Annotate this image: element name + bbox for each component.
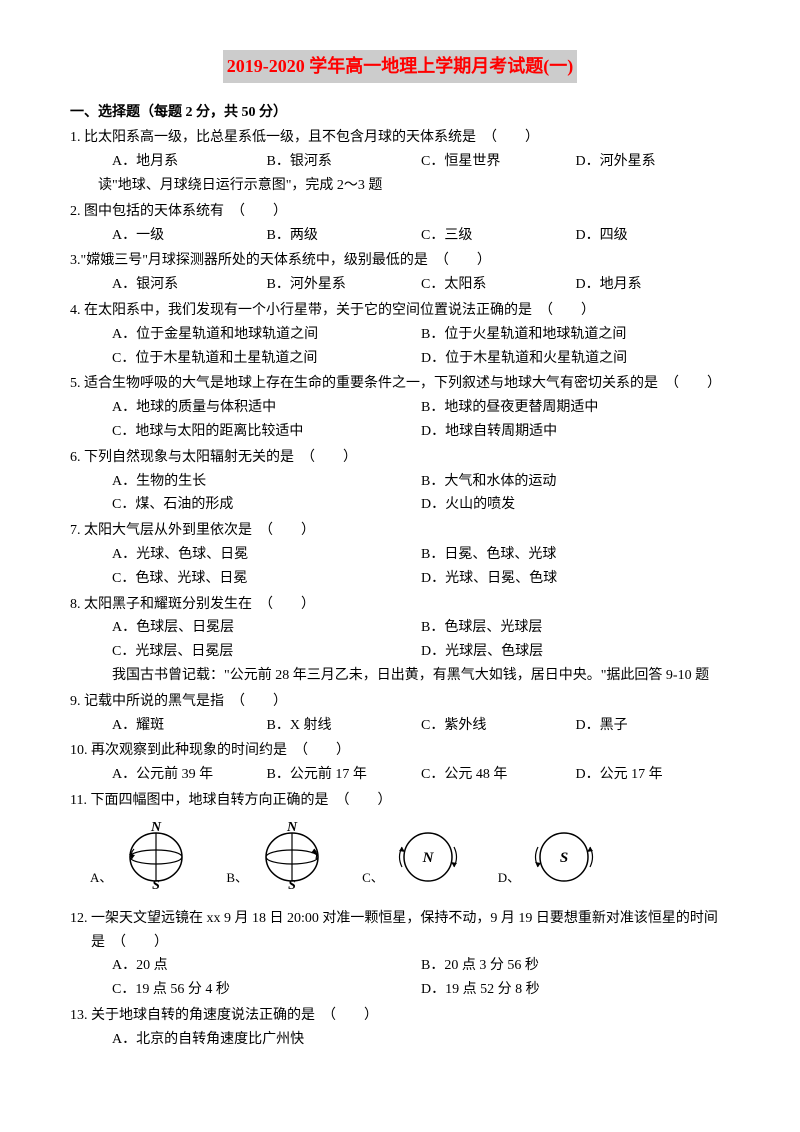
q2-opt-d: D．四级 bbox=[576, 224, 731, 248]
q10-opt-a: A．公元前 39 年 bbox=[112, 763, 267, 787]
q3-opt-c: C．太阳系 bbox=[421, 273, 576, 297]
q7-text: 7. 太阳大气层从外到里依次是 （ ） bbox=[70, 519, 730, 543]
q13-text: 13. 关于地球自转的角速度说法正确的是 （ ） bbox=[70, 1004, 730, 1028]
q1-text: 1. 比太阳系高一级，比总星系低一级，且不包含月球的天体系统是 （ ） bbox=[70, 126, 730, 150]
q2-text: 2. 图中包括的天体系统有 （ ） bbox=[70, 200, 730, 224]
q4-text: 4. 在太阳系中，我们发现有一个小行星带，关于它的空间位置说法正确的是 （ ） bbox=[70, 299, 730, 323]
q6-opt-d: D．火山的喷发 bbox=[421, 493, 730, 517]
svg-text:S: S bbox=[560, 850, 568, 866]
q6-text: 6. 下列自然现象与太阳辐射无关的是 （ ） bbox=[70, 446, 730, 470]
q3-opt-d: D．地月系 bbox=[576, 273, 731, 297]
q4-opt-c: C．位于木星轨道和土星轨道之间 bbox=[112, 347, 421, 371]
q12-opt-a: A．20 点 bbox=[112, 954, 421, 978]
q12-opt-c: C．19 点 56 分 4 秒 bbox=[112, 978, 421, 1002]
q4-opt-b: B．位于火星轨道和地球轨道之间 bbox=[421, 323, 730, 347]
context-2: 我国古书曾记载："公元前 28 年三月乙未，日出黄，有黑气大如钱，居日中央。"据… bbox=[70, 664, 730, 688]
q11-diagrams: A、 N S B、 N S C、 N bbox=[70, 819, 730, 889]
q8-opt-d: D．光球层、色球层 bbox=[421, 640, 730, 664]
q6-opt-a: A．生物的生长 bbox=[112, 470, 421, 494]
q10-opt-c: C．公元 48 年 bbox=[421, 763, 576, 787]
q10-opt-d: D．公元 17 年 bbox=[576, 763, 731, 787]
q1-opt-d: D．河外星系 bbox=[576, 150, 731, 174]
diagram-d-label: D、 bbox=[498, 867, 520, 889]
q4-opt-a: A．位于金星轨道和地球轨道之间 bbox=[112, 323, 421, 347]
q1-opt-c: C．恒星世界 bbox=[421, 150, 576, 174]
q1-opt-a: A．地月系 bbox=[112, 150, 267, 174]
q8-opt-c: C．光球层、日冕层 bbox=[112, 640, 421, 664]
q7-opt-c: C．色球、光球、日冕 bbox=[112, 567, 421, 591]
q6-opt-c: C．煤、石油的形成 bbox=[112, 493, 421, 517]
globe-diagram-b: N S bbox=[252, 819, 332, 889]
q8-text: 8. 太阳黑子和耀斑分别发生在 （ ） bbox=[70, 593, 730, 617]
q5-opt-b: B．地球的昼夜更替周期适中 bbox=[421, 396, 730, 420]
q12-opt-b: B．20 点 3 分 56 秒 bbox=[421, 954, 730, 978]
q3-opt-a: A．银河系 bbox=[112, 273, 267, 297]
q4-opt-d: D．位于木星轨道和火星轨道之间 bbox=[421, 347, 730, 371]
q3-opt-b: B．河外星系 bbox=[267, 273, 422, 297]
q9-opt-b: B．X 射线 bbox=[267, 714, 422, 738]
q7-opt-a: A．光球、色球、日冕 bbox=[112, 543, 421, 567]
q7-opt-d: D．光球、日冕、色球 bbox=[421, 567, 730, 591]
q9-opt-c: C．紫外线 bbox=[421, 714, 576, 738]
q9-text: 9. 记载中所说的黑气是指 （ ） bbox=[70, 690, 730, 714]
q2-opt-b: B．两级 bbox=[267, 224, 422, 248]
globe-diagram-d: S bbox=[524, 819, 604, 889]
diagram-b-label: B、 bbox=[226, 867, 248, 889]
q8-opt-a: A．色球层、日冕层 bbox=[112, 616, 421, 640]
svg-text:N: N bbox=[421, 850, 434, 866]
q10-text: 10. 再次观察到此种现象的时间约是 （ ） bbox=[70, 739, 730, 763]
globe-diagram-c: N bbox=[388, 819, 468, 889]
q5-opt-d: D．地球自转周期适中 bbox=[421, 420, 730, 444]
q9-opt-d: D．黑子 bbox=[576, 714, 731, 738]
q11-text: 11. 下面四幅图中，地球自转方向正确的是 （ ） bbox=[70, 789, 730, 813]
context-1: 读"地球、月球绕日运行示意图"，完成 2～3 题 bbox=[70, 174, 730, 198]
q13-opt-a: A．北京的自转角速度比广州快 bbox=[112, 1028, 730, 1052]
q5-text: 5. 适合生物呼吸的大气是地球上存在生命的重要条件之一，下列叙述与地球大气有密切… bbox=[70, 372, 730, 396]
q8-opt-b: B．色球层、光球层 bbox=[421, 616, 730, 640]
page-title: 2019-2020 学年高一地理上学期月考试题(一) bbox=[223, 50, 577, 83]
q12-opt-d: D．19 点 52 分 8 秒 bbox=[421, 978, 730, 1002]
section-header: 一、选择题（每题 2 分，共 50 分） bbox=[70, 101, 730, 125]
q2-opt-a: A．一级 bbox=[112, 224, 267, 248]
q12-text: 12. 一架天文望远镜在 xx 9 月 18 日 20:00 对准一颗恒星，保持… bbox=[70, 907, 730, 955]
q5-opt-c: C．地球与太阳的距离比较适中 bbox=[112, 420, 421, 444]
svg-text:S: S bbox=[288, 878, 296, 889]
q2-opt-c: C．三级 bbox=[421, 224, 576, 248]
diagram-a-label: A、 bbox=[90, 867, 112, 889]
q9-opt-a: A．耀斑 bbox=[112, 714, 267, 738]
q5-opt-a: A．地球的质量与体积适中 bbox=[112, 396, 421, 420]
diagram-c-label: C、 bbox=[362, 867, 384, 889]
q6-opt-b: B．大气和水体的运动 bbox=[421, 470, 730, 494]
q7-opt-b: B．日冕、色球、光球 bbox=[421, 543, 730, 567]
q1-opt-b: B．银河系 bbox=[267, 150, 422, 174]
q3-text: 3."嫦娥三号"月球探测器所处的天体系统中，级别最低的是 （ ） bbox=[70, 249, 730, 273]
svg-text:S: S bbox=[152, 878, 160, 889]
globe-diagram-a: N S bbox=[116, 819, 196, 889]
q10-opt-b: B．公元前 17 年 bbox=[267, 763, 422, 787]
